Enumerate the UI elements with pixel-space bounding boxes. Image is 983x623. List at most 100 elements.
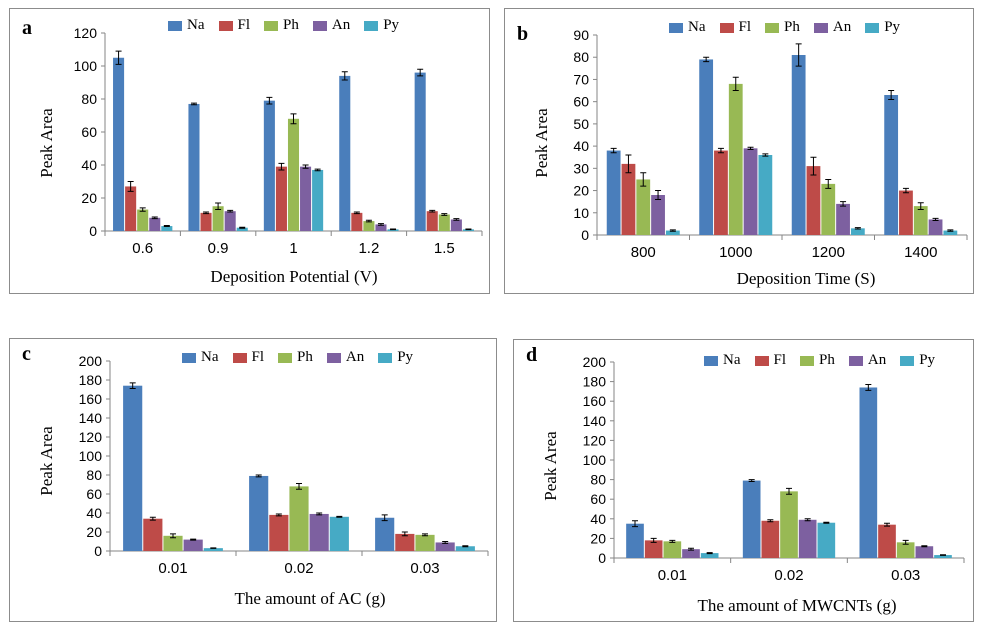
bar-ph — [728, 83, 743, 235]
bar-ph — [287, 118, 300, 231]
bar-na — [339, 75, 351, 232]
error-bar — [417, 68, 424, 77]
error-bar — [239, 226, 246, 229]
legend-label: Py — [397, 349, 414, 365]
error-bar — [210, 547, 217, 549]
error-bar — [266, 96, 273, 105]
legend-item: Na — [182, 349, 219, 366]
bar-py — [665, 230, 680, 235]
bar-an — [682, 549, 700, 558]
bar-na — [884, 95, 899, 235]
bar-fl — [878, 524, 896, 558]
legend-label: An — [832, 19, 852, 35]
error-bar — [422, 533, 428, 537]
error-bar — [865, 384, 872, 391]
bar-ph — [438, 214, 450, 231]
error-bar — [786, 487, 792, 495]
y-tick-label: 120 — [79, 429, 103, 445]
bar-ph — [821, 183, 836, 235]
bar-ph — [137, 209, 149, 231]
legend-label: An — [867, 352, 887, 368]
error-bar — [940, 554, 946, 556]
bar-an — [651, 195, 665, 235]
error-bar — [302, 164, 309, 169]
x-tick-label: 800 — [631, 244, 656, 261]
legend-swatch — [669, 22, 683, 33]
x-tick-label: 1000 — [719, 244, 752, 261]
bar-fl — [806, 166, 821, 235]
error-bar — [401, 531, 408, 537]
error-bar — [669, 229, 676, 232]
error-bar — [767, 519, 774, 523]
x-axis-label: Deposition Potential (V) — [210, 267, 378, 286]
bar-an — [300, 166, 312, 231]
bar-py — [161, 226, 173, 231]
error-bar — [840, 201, 847, 207]
y-tick-label: 40 — [81, 157, 97, 173]
y-tick-label: 30 — [573, 160, 589, 176]
bar-an — [450, 219, 462, 231]
legend: Na Fl Ph An Py — [182, 349, 413, 366]
error-bar — [341, 71, 348, 81]
y-tick-label: 200 — [583, 354, 607, 370]
error-bar — [747, 146, 754, 150]
error-bar — [703, 56, 710, 63]
bar-py — [850, 228, 865, 235]
error-bar — [706, 552, 713, 555]
error-bar — [462, 545, 469, 548]
chart-plot: 0 20 40 60 80 100 120 0.6 0.9 1 1.2 1.5 — [74, 25, 483, 257]
error-bar — [762, 153, 769, 157]
bar-fl — [395, 533, 415, 551]
legend: Na Fl Ph An Py — [168, 17, 399, 34]
x-tick-label: 1400 — [904, 244, 937, 261]
chart-panel-c: c Na Fl Ph An Py Peak Area The amount of AC … — [9, 338, 497, 622]
legend-item: An — [813, 19, 852, 36]
bar-na — [263, 100, 275, 232]
error-bar — [275, 513, 282, 517]
error-bar — [255, 474, 262, 478]
bar-ph — [636, 179, 651, 235]
bar-py — [943, 230, 958, 235]
y-tick-label: 50 — [573, 116, 589, 132]
x-tick-label: 0.9 — [208, 240, 229, 257]
bar-ph — [363, 221, 375, 231]
legend-label: An — [345, 349, 365, 365]
error-bar — [610, 147, 617, 154]
error-bar — [365, 219, 372, 223]
bar-ph — [780, 491, 798, 558]
error-bar — [278, 162, 285, 171]
error-bar — [336, 515, 343, 518]
bar-fl — [200, 212, 212, 231]
bar-an — [915, 546, 934, 558]
error-bar — [115, 50, 122, 65]
y-tick-label: 80 — [81, 91, 97, 107]
bar-an — [309, 513, 329, 551]
error-bar — [353, 211, 360, 215]
bar-fl — [143, 518, 163, 551]
chart-plot: 0 20 40 60 80 100 120 140 160 180 200 0.01 0.02 0.03 — [79, 353, 489, 577]
legend-swatch — [865, 22, 880, 33]
x-tick-label: 0.03 — [891, 567, 920, 584]
bar-ph — [896, 542, 915, 558]
y-tick-label: 160 — [583, 393, 607, 409]
legend-swatch — [813, 22, 828, 33]
bar-na — [699, 59, 714, 235]
y-tick-label: 10 — [573, 205, 589, 221]
error-bar — [632, 520, 638, 528]
error-bar — [215, 202, 222, 211]
legend-item: Na — [168, 17, 205, 34]
bar-an — [435, 542, 455, 551]
error-bar — [655, 190, 662, 200]
legend-item: Ph — [800, 352, 835, 369]
error-bar — [227, 209, 234, 213]
chart-panel-d: d Na Fl Ph An Py Peak Area The amount of MWC… — [513, 339, 974, 622]
legend-item: An — [326, 349, 365, 366]
y-tick-label: 180 — [79, 372, 103, 388]
y-tick-label: 140 — [583, 413, 607, 429]
legend-item: Ph — [765, 19, 800, 36]
y-tick-label: 70 — [573, 71, 589, 87]
legend-label: Py — [919, 352, 936, 368]
error-bar — [190, 538, 197, 541]
bar-ph — [289, 486, 309, 551]
y-tick-label: 120 — [74, 25, 98, 41]
